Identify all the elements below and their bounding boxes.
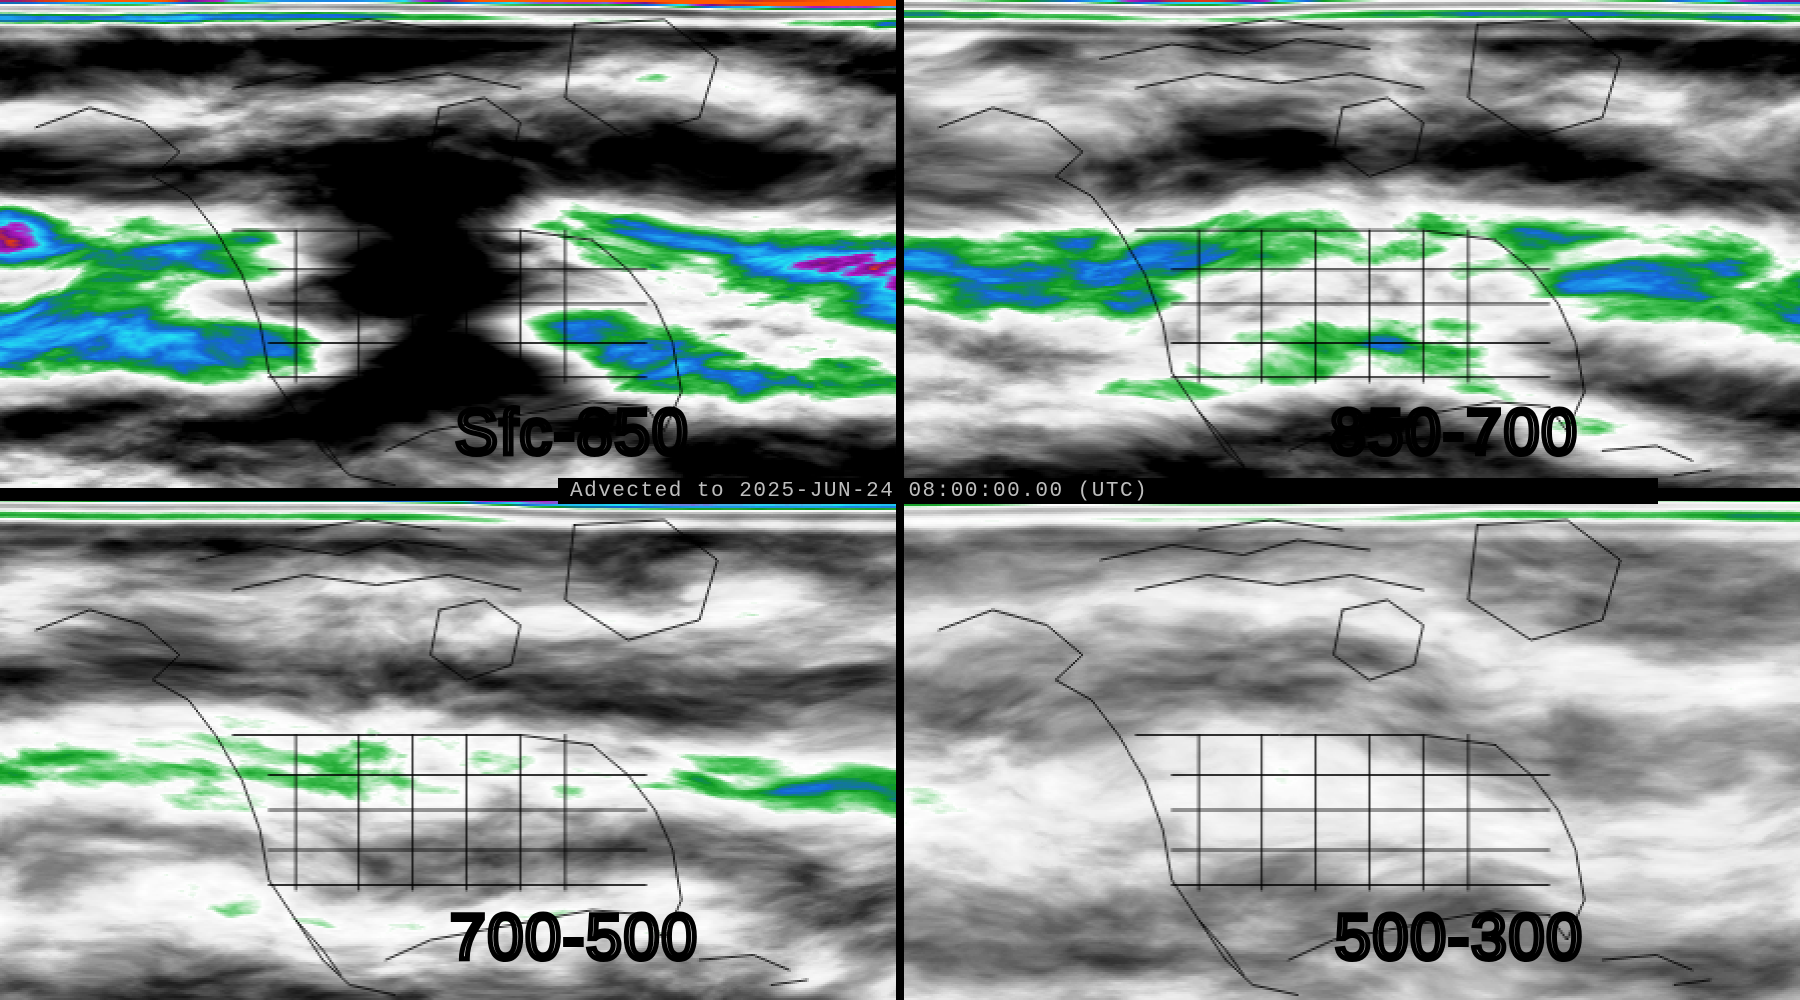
moisture-field-700-500 <box>0 500 897 1000</box>
timestamp-text: Advected to 2025-JUN-24 08:00:00.00 (UTC… <box>570 479 1149 503</box>
panel-850-700[interactable] <box>903 0 1800 490</box>
moisture-field-sfc-850 <box>0 0 897 490</box>
moisture-field-850-700 <box>903 0 1800 490</box>
panel-500-300[interactable] <box>903 500 1800 1000</box>
panel-sfc-850[interactable] <box>0 0 897 490</box>
timestamp-bar: Advected to 2025-JUN-24 08:00:00.00 (UTC… <box>558 478 1658 504</box>
panel-700-500[interactable] <box>0 500 897 1000</box>
moisture-field-500-300 <box>903 500 1800 1000</box>
